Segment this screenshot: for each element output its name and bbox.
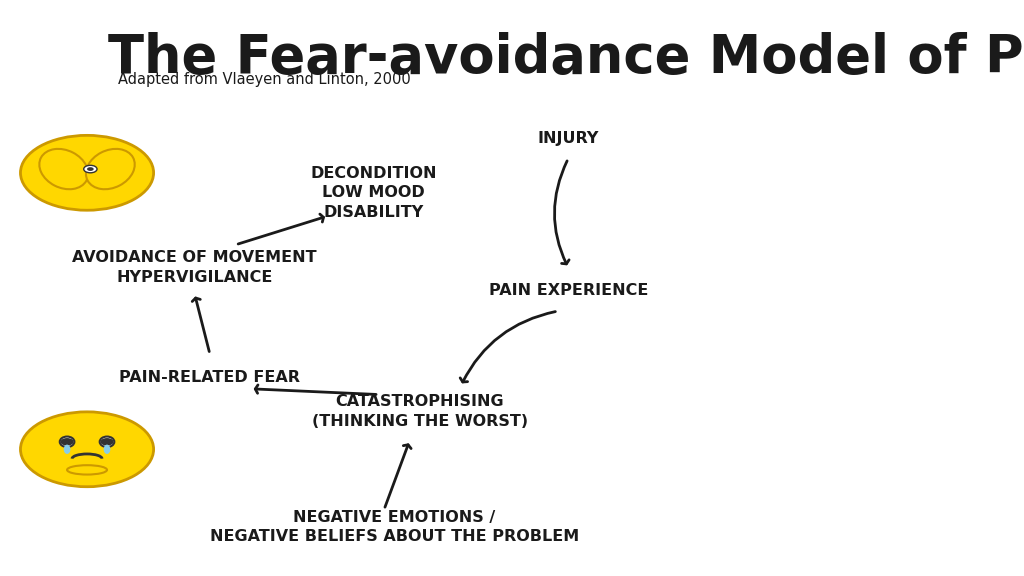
Text: CATASTROPHISING
(THINKING THE WORST): CATASTROPHISING (THINKING THE WORST) [311,395,528,429]
Ellipse shape [86,149,135,190]
Ellipse shape [39,149,88,190]
Ellipse shape [103,445,111,454]
Text: The Fear-avoidance Model of Pain: The Fear-avoidance Model of Pain [108,32,1024,84]
Text: AVOIDANCE OF MOVEMENT
HYPERVIGILANCE: AVOIDANCE OF MOVEMENT HYPERVIGILANCE [73,251,316,285]
Ellipse shape [59,437,75,447]
Ellipse shape [63,445,71,454]
Text: PAIN-RELATED FEAR: PAIN-RELATED FEAR [120,370,300,385]
Circle shape [20,412,154,487]
Ellipse shape [99,437,115,447]
Circle shape [20,135,154,210]
Text: NEGATIVE EMOTIONS /
NEGATIVE BELIEFS ABOUT THE PROBLEM: NEGATIVE EMOTIONS / NEGATIVE BELIEFS ABO… [210,510,579,544]
Text: Adapted from Vlaeyen and Linton, 2000: Adapted from Vlaeyen and Linton, 2000 [118,72,411,87]
Circle shape [100,438,114,446]
Text: PAIN EXPERIENCE: PAIN EXPERIENCE [488,283,648,298]
Circle shape [87,167,94,171]
Circle shape [84,165,97,173]
Text: DECONDITION
LOW MOOD
DISABILITY: DECONDITION LOW MOOD DISABILITY [310,166,437,220]
Circle shape [60,438,74,446]
Ellipse shape [68,465,108,475]
Text: INJURY: INJURY [538,131,599,146]
